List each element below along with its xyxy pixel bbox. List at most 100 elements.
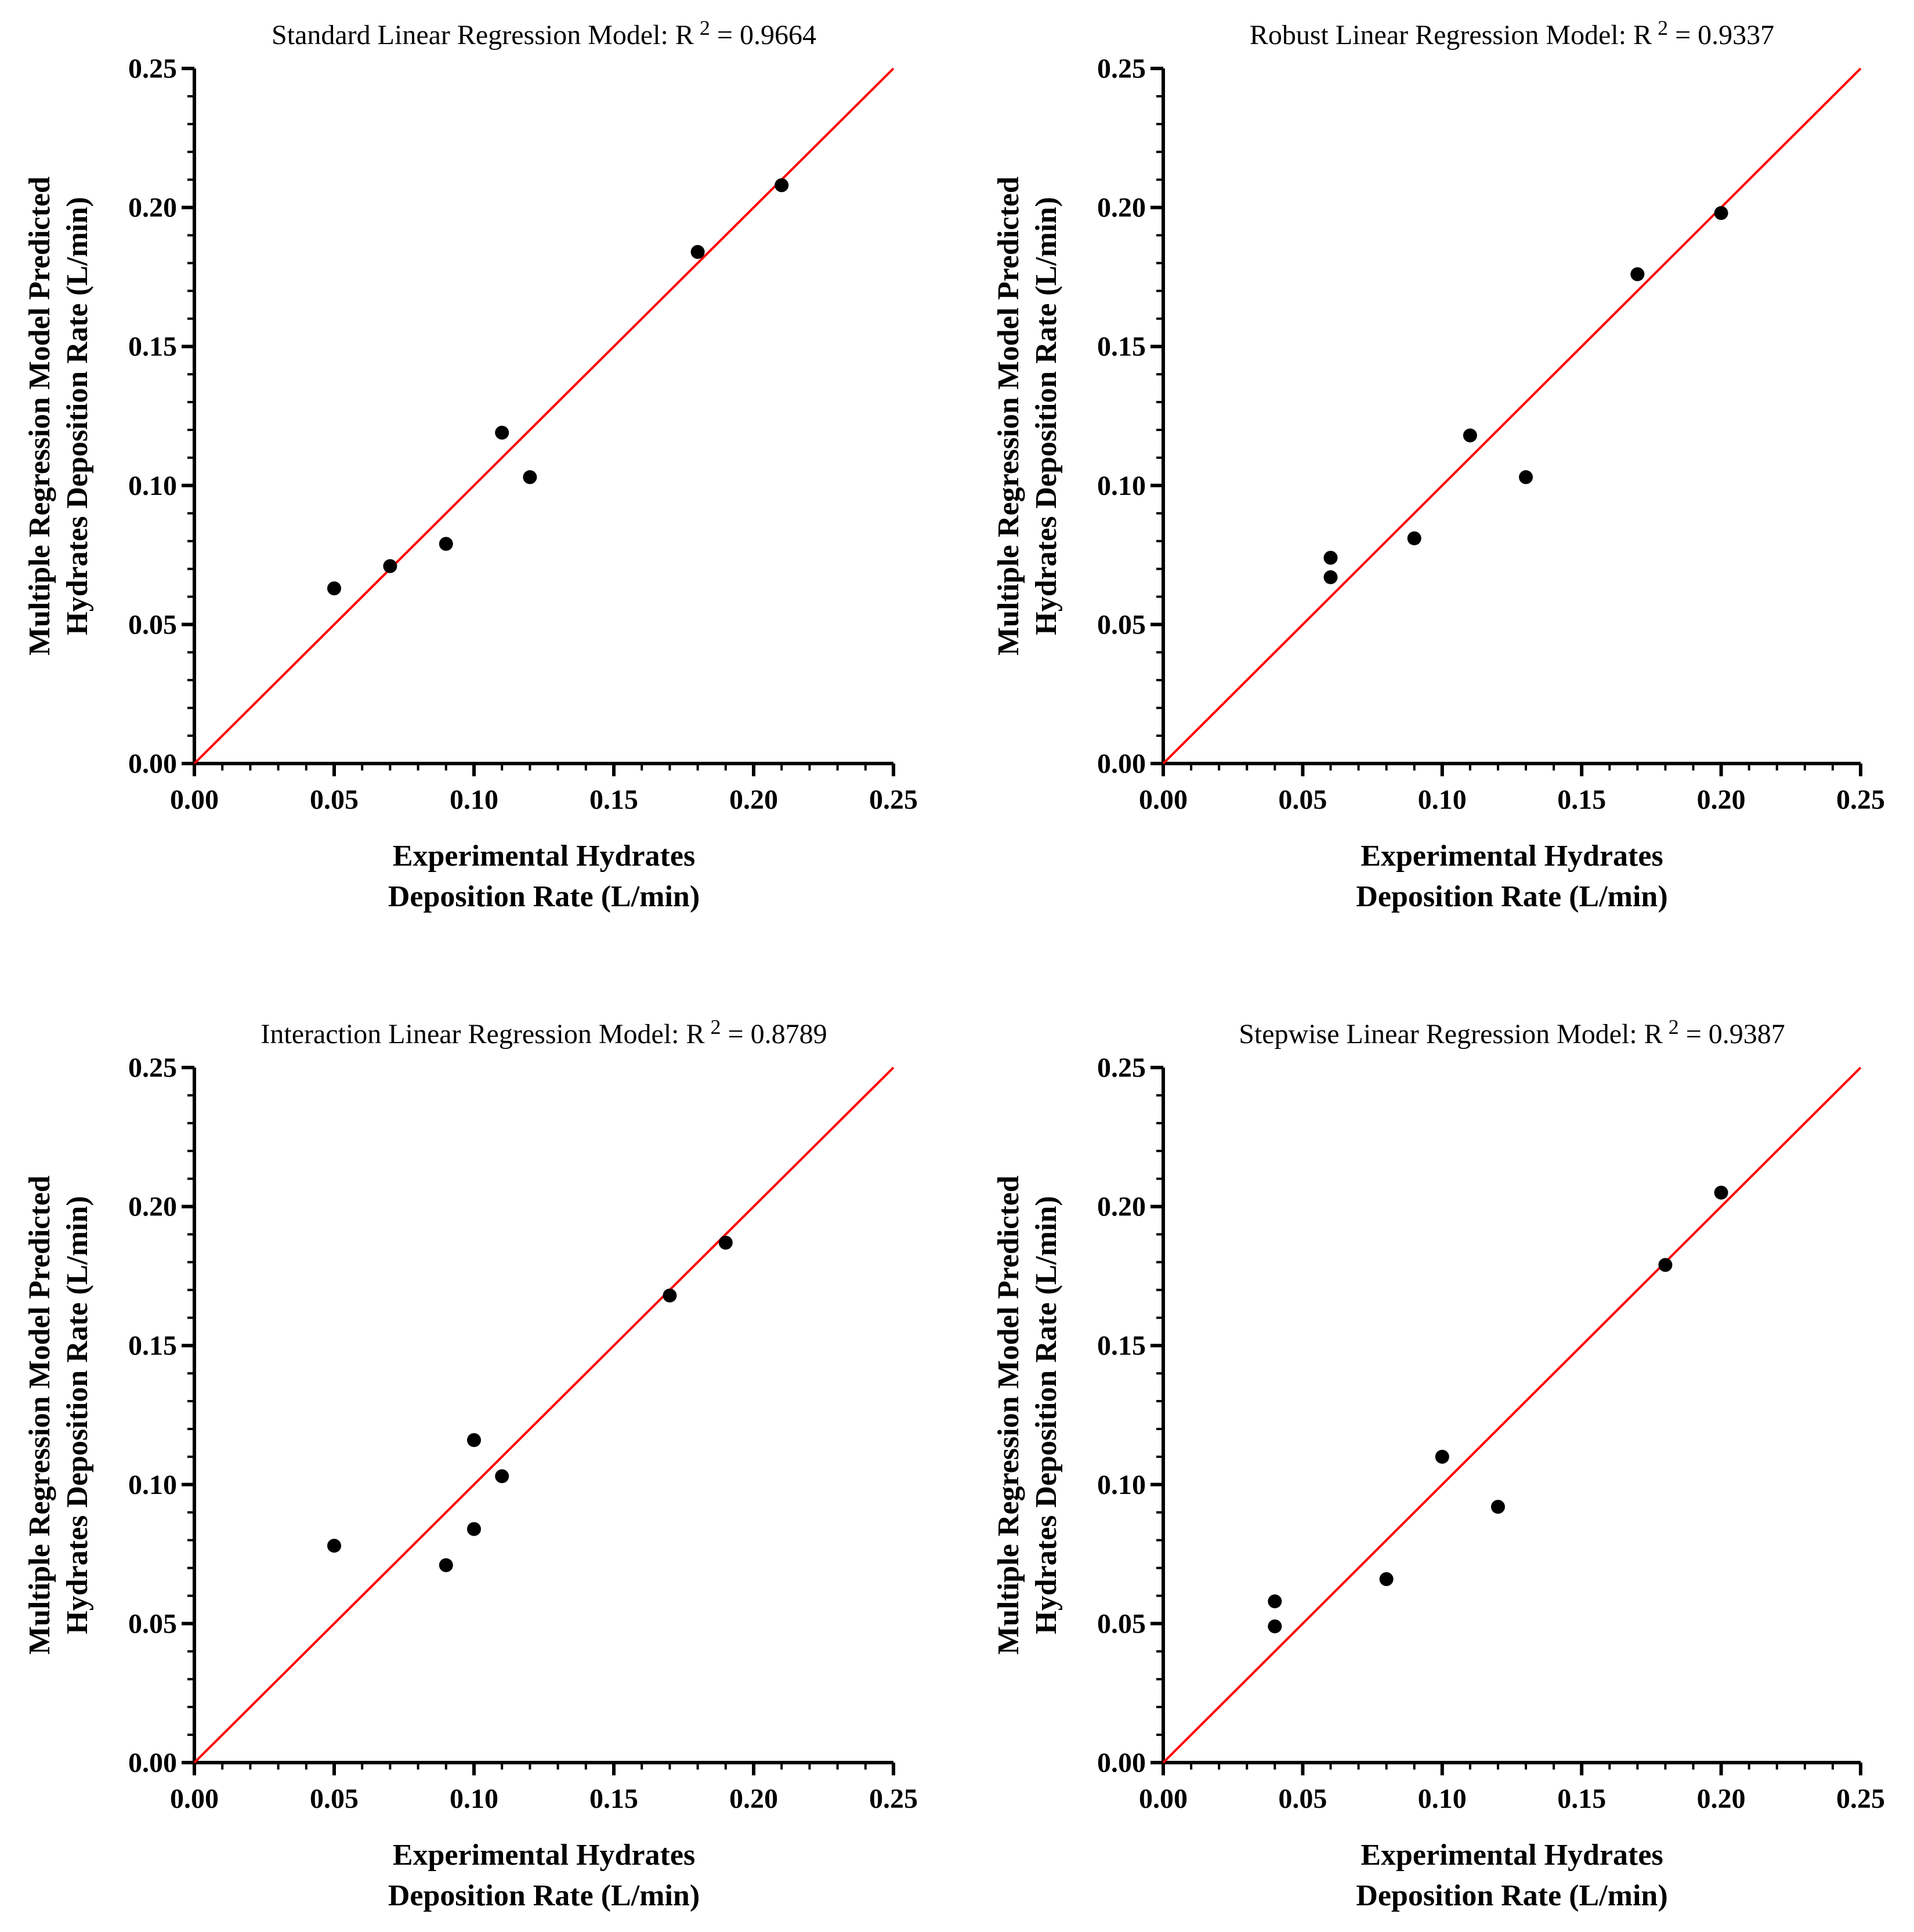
data-point xyxy=(327,581,341,596)
y-axis-label-line1: Multiple Regression Model Predicted xyxy=(992,176,1025,656)
x-axis-label-line1: Experimental Hydrates xyxy=(1361,1839,1663,1872)
y-tick-label: 0.20 xyxy=(128,193,177,223)
chart-title-superscript: 2 xyxy=(700,16,710,39)
y-tick-label: 0.10 xyxy=(1097,1470,1146,1500)
reference-line-y-equals-x xyxy=(1162,1066,1862,1764)
chart-title-superscript: 2 xyxy=(711,1015,721,1039)
y-tick-label: 0.00 xyxy=(128,1748,177,1778)
chart-title-text: Stepwise Linear Regression Model: R xyxy=(1239,1019,1663,1050)
data-point xyxy=(1323,570,1338,584)
y-axis-label-line2: Hydrates Deposition Rate (L/min) xyxy=(61,197,94,635)
x-axis-label-line2: Deposition Rate (L/min) xyxy=(388,1879,700,1912)
chart-title-value: = 0.9387 xyxy=(1679,1019,1785,1050)
data-point xyxy=(1519,470,1533,484)
data-point xyxy=(775,178,789,193)
data-point xyxy=(495,1469,509,1484)
y-tick-label: 0.00 xyxy=(1097,1748,1146,1778)
x-axis-label-line2: Deposition Rate (L/min) xyxy=(1356,880,1667,913)
x-tick-label: 0.05 xyxy=(310,784,359,815)
data-point xyxy=(327,1539,341,1553)
data-point xyxy=(439,537,453,551)
chart-title-value: = 0.9664 xyxy=(710,20,816,50)
y-tick-label: 0.20 xyxy=(128,1192,177,1222)
y-axis-label-line1: Multiple Regression Model Predicted xyxy=(992,1175,1025,1655)
data-point xyxy=(467,1522,481,1536)
y-axis-label-line1: Multiple Regression Model Predicted xyxy=(23,1175,56,1655)
data-point xyxy=(1435,1449,1449,1464)
x-tick-label: 0.20 xyxy=(729,1783,778,1814)
data-point xyxy=(495,425,509,440)
y-tick-label: 0.15 xyxy=(128,1330,177,1361)
chart-panel-1: Standard Linear Regression Model: R 2 = 0… xyxy=(23,16,918,913)
y-tick-label: 0.15 xyxy=(128,331,177,362)
data-point xyxy=(523,470,537,484)
x-tick-label: 0.25 xyxy=(869,784,918,815)
y-axis-label-line1: Multiple Regression Model Predicted xyxy=(23,176,56,656)
x-axis-label-line1: Experimental Hydrates xyxy=(393,1839,695,1872)
data-point xyxy=(439,1558,453,1572)
x-tick-label: 0.15 xyxy=(589,1783,638,1814)
y-axis-label-line2: Hydrates Deposition Rate (L/min) xyxy=(61,1196,94,1634)
y-tick-label: 0.25 xyxy=(1097,53,1146,84)
chart-title-value: = 0.9337 xyxy=(1668,20,1774,50)
y-tick-label: 0.05 xyxy=(128,1608,177,1639)
chart-panel-2: Robust Linear Regression Model: R 2 = 0.9… xyxy=(992,16,1885,913)
y-axis-label-line2: Hydrates Deposition Rate (L/min) xyxy=(1030,1196,1063,1634)
x-tick-label: 0.00 xyxy=(1139,784,1188,815)
y-tick-label: 0.10 xyxy=(1097,471,1146,501)
x-tick-label: 0.05 xyxy=(1278,1783,1327,1814)
data-point xyxy=(1714,206,1728,220)
reference-line-y-equals-x xyxy=(193,1066,895,1764)
chart-title-text: Robust Linear Regression Model: R xyxy=(1250,20,1652,50)
y-tick-label: 0.15 xyxy=(1097,331,1146,362)
chart-title-value: = 0.8789 xyxy=(721,1019,827,1050)
data-point xyxy=(383,559,397,573)
chart-title-text: Standard Linear Regression Model: R xyxy=(272,20,694,50)
reference-line-y-equals-x xyxy=(193,67,895,765)
data-point xyxy=(690,245,705,259)
y-tick-label: 0.05 xyxy=(128,609,177,640)
x-tick-label: 0.00 xyxy=(170,784,219,815)
x-axis-label-line1: Experimental Hydrates xyxy=(1361,840,1663,873)
data-point xyxy=(1407,531,1421,545)
y-tick-label: 0.20 xyxy=(1097,193,1146,223)
x-tick-label: 0.00 xyxy=(170,1783,219,1814)
x-axis-label-line2: Deposition Rate (L/min) xyxy=(388,880,700,913)
x-tick-label: 0.05 xyxy=(310,1783,359,1814)
y-tick-label: 0.25 xyxy=(128,53,177,84)
data-point xyxy=(1323,551,1338,565)
y-tick-label: 0.25 xyxy=(128,1052,177,1083)
y-tick-label: 0.00 xyxy=(128,748,177,779)
y-tick-label: 0.10 xyxy=(128,1470,177,1500)
x-tick-label: 0.25 xyxy=(869,1783,918,1814)
data-point xyxy=(1630,267,1645,281)
data-point xyxy=(1268,1619,1282,1634)
data-point xyxy=(663,1288,677,1303)
y-axis-label-line2: Hydrates Deposition Rate (L/min) xyxy=(1030,197,1063,635)
chart-title-text: Interaction Linear Regression Model: R xyxy=(260,1019,704,1050)
x-tick-label: 0.20 xyxy=(1697,784,1746,815)
x-tick-label: 0.15 xyxy=(589,784,638,815)
data-point xyxy=(467,1433,481,1448)
data-point xyxy=(1268,1594,1282,1609)
x-tick-label: 0.15 xyxy=(1557,784,1606,815)
data-point xyxy=(718,1235,733,1250)
chart-title-superscript: 2 xyxy=(1669,1015,1679,1039)
y-tick-label: 0.10 xyxy=(128,471,177,501)
x-tick-label: 0.15 xyxy=(1557,1783,1606,1814)
data-point xyxy=(1490,1500,1505,1514)
reference-line-y-equals-x xyxy=(1162,67,1862,765)
data-point xyxy=(1463,428,1477,443)
chart-title: Standard Linear Regression Model: R 2 = 0… xyxy=(272,16,816,50)
x-tick-label: 0.05 xyxy=(1278,784,1327,815)
x-tick-label: 0.10 xyxy=(1418,784,1467,815)
x-axis-label-line2: Deposition Rate (L/min) xyxy=(1356,1879,1667,1912)
x-tick-label: 0.00 xyxy=(1139,1783,1188,1814)
chart-title-superscript: 2 xyxy=(1658,16,1668,39)
y-tick-label: 0.05 xyxy=(1097,609,1146,640)
x-axis-label-line1: Experimental Hydrates xyxy=(393,840,695,873)
